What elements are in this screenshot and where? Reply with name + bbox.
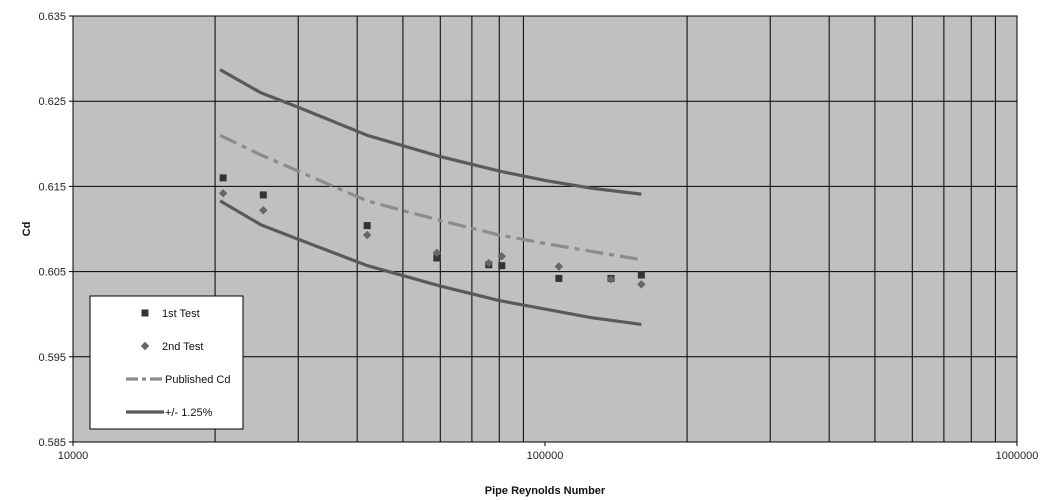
series-layer xyxy=(218,68,646,326)
series-3 xyxy=(219,68,642,196)
band-line xyxy=(219,68,642,196)
test-2-point xyxy=(362,230,372,240)
legend-box xyxy=(89,295,244,430)
test-2-point xyxy=(484,258,493,268)
series-4 xyxy=(219,199,642,326)
test-1-point xyxy=(498,262,506,270)
test-2-point xyxy=(497,252,507,261)
x-axis-title: Pipe Reynolds Number xyxy=(485,485,606,497)
y-tick-label: 0.605 xyxy=(38,267,66,279)
test-1-point xyxy=(555,274,563,282)
y-axis-tick-labels: 0.585 0.595 0.605 0.615 0.625 0.635 xyxy=(38,11,73,449)
test-1-point xyxy=(259,191,267,199)
legend-swatch-square xyxy=(141,309,149,317)
test-2-point xyxy=(218,189,228,198)
test-2-point xyxy=(637,280,646,289)
test-1-point xyxy=(637,271,645,279)
y-tick-label: 0.625 xyxy=(38,96,66,108)
test-1-point xyxy=(433,254,441,262)
test-2-point xyxy=(259,206,268,215)
test-2-point xyxy=(606,275,616,284)
y-tick-label: 0.585 xyxy=(38,437,66,449)
x-tick-label: 1000000 xyxy=(996,450,1039,462)
legend: 1st Test 2nd Test Published Cd +/- 1.25% xyxy=(89,295,244,430)
y-tick-label: 0.615 xyxy=(38,181,66,193)
test-2-point xyxy=(432,248,442,258)
y-tick-label: 0.635 xyxy=(38,11,66,23)
test-1-point xyxy=(219,174,227,182)
x-tick-label: 100000 xyxy=(527,450,564,462)
x-axis-tick-labels: 10000 100000 1000000 xyxy=(58,442,1039,462)
band-line xyxy=(219,199,642,326)
marker-series-1 xyxy=(218,189,646,289)
legend-label: Published Cd xyxy=(165,374,230,386)
y-axis-title: Cd xyxy=(21,222,33,237)
y-tick-label: 0.595 xyxy=(38,352,66,364)
published-cd-line xyxy=(219,133,642,262)
vertical-gridlines xyxy=(214,16,996,442)
legend-label: 2nd Test xyxy=(162,341,203,353)
test-2-point xyxy=(554,262,564,271)
legend-label: +/- 1.25% xyxy=(165,407,213,419)
x-tick-label: 10000 xyxy=(58,450,89,462)
series-2 xyxy=(219,133,642,262)
legend-swatch-diamond xyxy=(140,341,150,351)
test-1-point xyxy=(363,222,371,230)
legend-label: 1st Test xyxy=(162,308,200,320)
